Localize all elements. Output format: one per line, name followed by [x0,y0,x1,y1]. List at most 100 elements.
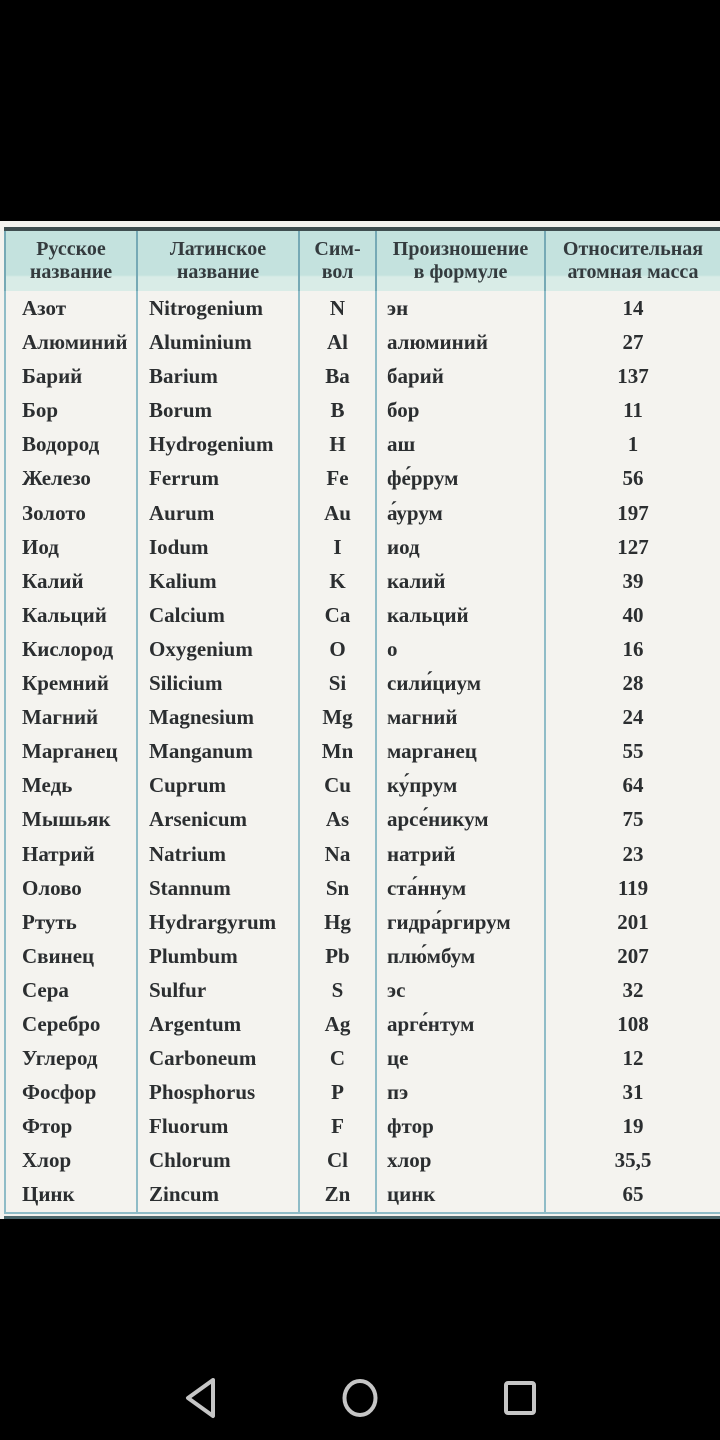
cell-russian-name: Серебро [6,1006,138,1042]
cell-atomic-mass: 56 [622,466,644,491]
cell-russian-name: Алюминий [6,325,138,360]
cell-latin-name: Stannum [138,870,300,905]
table-body: Азот Nitrogenium N эн 14 Алюминий Alumin… [4,291,720,1212]
cell-latin-name: Phosphorus [138,1075,300,1110]
table-row: Железо Ferrum Fe фе́ррум 56 [6,461,720,496]
table-row: Азот Nitrogenium N эн 14 [6,291,720,326]
cell-latin-name: Fluorum [138,1109,300,1144]
cell-atomic-mass: 75 [622,807,644,832]
table-row: Хлор Chlorum Cl хлор 35,5 [6,1143,720,1178]
cell-pronunciation: кальций [377,597,546,632]
cell-symbol: Pb [300,938,377,973]
cell-atomic-mass: 19 [622,1114,644,1139]
cell-russian-name: Фтор [6,1109,138,1144]
cell-symbol: C [300,1041,377,1076]
cell-pronunciation: ку́прум [377,768,546,803]
cell-pronunciation: арге́нтум [377,1006,546,1042]
cell-atomic-mass: 14 [622,296,644,320]
cell-atomic-mass: 40 [622,602,644,627]
table-row: Медь Cuprum Cu ку́прум 64 [6,768,720,803]
cell-russian-name: Медь [6,768,138,803]
cell-symbol: Al [300,325,377,360]
cell-russian-name: Кальций [6,597,138,632]
cell-russian-name: Золото [6,495,138,530]
cell-pronunciation: пэ [377,1075,546,1110]
cell-symbol: Na [300,836,377,871]
cell-latin-name: Magnesium [138,700,300,735]
table-row: Кремний Silicium Si сили́циум 28 [6,666,720,701]
cell-pronunciation: фе́ррум [377,461,546,496]
cell-latin-name: Cuprum [138,768,300,803]
cell-russian-name: Азот [6,291,138,326]
cell-symbol: P [300,1075,377,1110]
table-row: Золото Aurum Au а́урум 197 [6,495,720,530]
cell-atomic-mass: 119 [617,875,649,900]
table-row: Ртуть Hydrargyrum Hg гидра́ргирум 201 [6,904,720,939]
header-symbol: Сим- вол [300,231,377,291]
cell-pronunciation: марганец [377,734,546,769]
cell-latin-name: Chlorum [138,1143,300,1178]
table-row: Фтор Fluorum F фтор 19 [6,1109,720,1144]
cell-atomic-mass: 28 [622,671,644,696]
table-row: Мышьяк Arsenicum As арсе́никум 75 [6,802,720,837]
cell-russian-name: Хлор [6,1143,138,1178]
cell-symbol: As [300,802,377,837]
android-navigation-bar [0,1219,720,1440]
cell-russian-name: Кремний [6,666,138,701]
cell-atomic-mass: 137 [617,364,649,389]
home-icon[interactable] [341,1378,379,1418]
cell-latin-name: Aurum [138,495,300,530]
textbook-page-photo: Русское название Латинское название Сим-… [0,221,720,1219]
cell-russian-name: Сера [6,972,138,1007]
cell-symbol: Ba [300,359,377,394]
cell-symbol: Cl [300,1143,377,1178]
cell-russian-name: Водород [6,427,138,462]
cell-atomic-mass: 207 [617,943,649,968]
table-row: Серебро Argentum Ag арге́нтум 108 [6,1006,720,1042]
cell-russian-name: Мышьяк [6,802,138,837]
cell-atomic-mass: 24 [622,705,644,730]
table-row: Кислород Oxygenium O о 16 [6,631,720,667]
cell-symbol: Hg [300,904,377,939]
table-row: Алюминий Aluminium Al алюминий 27 [6,325,720,360]
cell-symbol: K [300,563,377,598]
cell-russian-name: Бор [6,393,138,428]
table-row: Водород Hydrogenium H аш 1 [6,427,720,462]
cell-russian-name: Марганец [6,734,138,769]
cell-latin-name: Hydrogenium [138,427,300,462]
cell-latin-name: Zincum [138,1177,300,1212]
cell-atomic-mass: 1 [627,432,639,457]
cell-symbol: Cu [300,768,377,803]
cell-pronunciation: алюминий [377,325,546,360]
cell-russian-name: Свинец [6,938,138,973]
cell-russian-name: Фосфор [6,1075,138,1110]
cell-latin-name: Hydrargyrum [138,904,300,939]
recents-icon[interactable] [503,1380,537,1416]
back-icon[interactable] [181,1376,219,1420]
cell-russian-name: Иод [6,529,138,564]
cell-atomic-mass: 23 [622,841,644,866]
cell-pronunciation: калий [377,563,546,598]
elements-table: Русское название Латинское название Сим-… [4,227,720,1219]
cell-pronunciation: плю́мбум [377,938,546,973]
table-row: Натрий Natrium Na натрий 23 [6,836,720,871]
header-russian-name: Русское название [6,231,138,291]
cell-atomic-mass: 16 [622,636,644,661]
cell-pronunciation: сили́циум [377,666,546,701]
header-pronunciation: Произношение в формуле [377,231,546,291]
cell-russian-name: Углерод [6,1041,138,1076]
cell-latin-name: Kalium [138,563,300,598]
cell-atomic-mass: 32 [622,977,644,1002]
cell-russian-name: Калий [6,563,138,598]
cell-atomic-mass: 31 [622,1080,644,1105]
cell-pronunciation: барий [377,359,546,394]
cell-symbol: Fe [300,461,377,496]
table-row: Сера Sulfur S эс 32 [6,972,720,1007]
cell-atomic-mass: 127 [617,534,649,559]
cell-russian-name: Олово [6,870,138,905]
cell-latin-name: Manganum [138,734,300,769]
cell-latin-name: Carboneum [138,1041,300,1076]
cell-latin-name: Aluminium [138,325,300,360]
cell-latin-name: Borum [138,393,300,428]
